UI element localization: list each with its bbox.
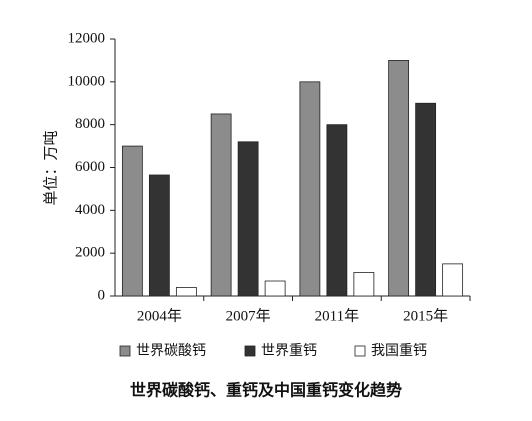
y-tick-label: 0 — [98, 287, 106, 303]
legend-label: 世界重钙 — [261, 343, 317, 359]
bar — [442, 263, 464, 297]
legend-swatch — [244, 345, 256, 357]
x-tick-label: 2015年 — [403, 307, 448, 324]
y-tick-label: 6000 — [75, 159, 105, 175]
bar — [388, 60, 410, 297]
bar — [175, 287, 197, 297]
legend-swatch — [354, 345, 366, 357]
bar — [415, 102, 437, 297]
y-tick-label: 8000 — [75, 116, 105, 132]
legend-label: 我国重钙 — [371, 343, 427, 359]
bar — [353, 272, 375, 297]
y-tick-label: 10000 — [68, 73, 106, 89]
bar — [299, 81, 321, 297]
bar — [264, 280, 286, 297]
legend-label: 世界碳酸钙 — [136, 343, 206, 359]
bar — [121, 145, 143, 297]
y-tick-label: 2000 — [75, 245, 105, 261]
y-axis-label: 单位：万吨 — [42, 130, 59, 205]
bar — [326, 124, 348, 297]
y-tick-label: 12000 — [68, 30, 106, 46]
y-tick-label: 4000 — [75, 202, 105, 218]
bar — [237, 141, 259, 297]
x-tick-label: 2011年 — [315, 307, 359, 324]
legend-swatch — [119, 345, 131, 357]
bar — [148, 174, 170, 297]
x-tick-label: 2007年 — [226, 307, 271, 324]
x-tick-label: 2004年 — [137, 307, 182, 324]
bar — [210, 113, 232, 297]
chart-title: 世界碳酸钙、重钙及中国重钙变化趋势 — [130, 381, 402, 400]
